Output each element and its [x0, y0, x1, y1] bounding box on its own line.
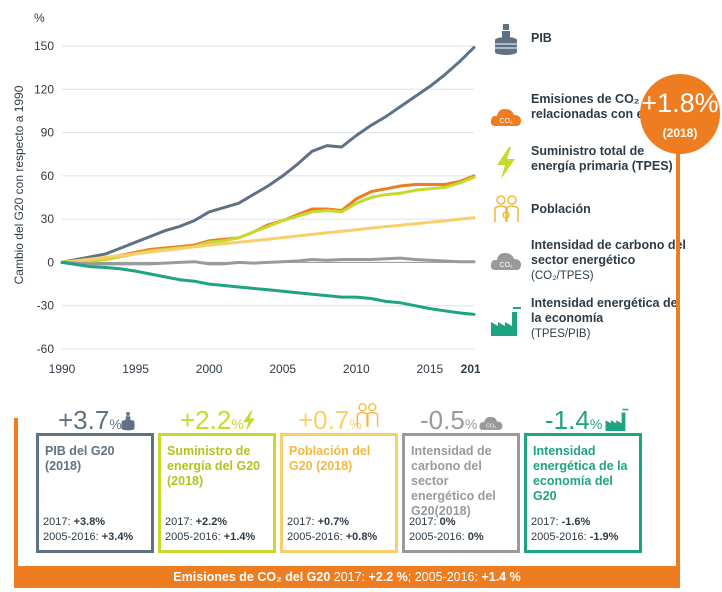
bottom-mid: ; 2005-2016:: [407, 570, 482, 584]
y-tick-label: 90: [41, 126, 55, 140]
box-title: Suministro de energía del G20 (2018): [167, 444, 261, 488]
bottom-v2: +1.4 %: [481, 570, 521, 584]
x-tick-label: 1990: [49, 362, 76, 376]
box-line-2005-2016: 2005-2016: 0%: [409, 531, 484, 543]
box-line-2017: 2017: +3.8%: [43, 516, 106, 528]
series-line: [60, 260, 476, 316]
box-line-2017: 2017: 0%: [409, 516, 456, 528]
co2-change-bubble: +1.8% (2018): [640, 74, 720, 154]
co2-cloud-icon: CO₂: [490, 253, 521, 270]
x-tick-label: 2005: [269, 362, 296, 376]
y-tick-label: -60: [37, 342, 55, 356]
summary-box: Intensidad energética de la economía del…: [524, 433, 642, 553]
y-tick-label: 60: [41, 169, 55, 183]
summary-box: Intensidad de carbono del sector energét…: [402, 433, 520, 553]
x-tick-label: 2015: [417, 362, 444, 376]
co2-icon-text: CO₂: [499, 262, 513, 269]
y-axis-label: Cambio del G20 con respecto a 1990: [12, 85, 26, 284]
x-tick-label: 2018: [461, 362, 480, 376]
y-tick-label: 0: [47, 255, 54, 269]
line-chart: -60 -30 0 30 60 90 120 150 1990 1995 2000 2005 2010…: [12, 11, 480, 376]
box-pct-carbono: -0.5%: [420, 405, 478, 435]
legend-label: Intensidad de carbono del sector energét…: [531, 238, 686, 267]
y-tick-label: 30: [41, 212, 55, 226]
y-tick-label: 150: [34, 39, 54, 53]
y-unit: %: [34, 11, 45, 25]
box-pct-intensidad: -1.4%: [545, 405, 603, 435]
bottom-label: Emisiones de CO₂ del G20: [173, 570, 331, 584]
box-line-2005-2016: 2005-2016: +1.4%: [165, 531, 256, 543]
legend-label: PIB: [531, 31, 552, 45]
series-line: [60, 216, 476, 264]
box-line-2017: 2017: -1.6%: [531, 516, 591, 528]
connector-line: [676, 152, 680, 572]
box-title: Intensidad de carbono del sector energét…: [411, 444, 496, 518]
series-line: [60, 256, 476, 266]
box-line-2017: 2017: +2.2%: [165, 516, 228, 528]
legend-label: Intensidad energética de la economía: [531, 296, 678, 325]
factory-icon: [605, 408, 629, 431]
box-title: Intensidad energética de la economía del…: [533, 444, 628, 503]
legend-label: Población: [531, 202, 591, 216]
box-pct-poblacion: +0.7%: [298, 405, 362, 435]
people-icon: [356, 403, 379, 427]
legend-sub: (CO₂/TPES): [531, 270, 594, 282]
co2-icon-text: CO₂: [499, 118, 513, 125]
box-title: PIB del G20 (2018): [45, 444, 115, 473]
box-line-2005-2016: 2005-2016: +0.8%: [287, 531, 378, 543]
bottom-summary-bar: Emisiones de CO₂ del G20 2017: +2.2 %; 2…: [14, 566, 680, 588]
box-line-2017: 2017: +0.7%: [287, 516, 350, 528]
lightning-icon: [497, 147, 515, 179]
coin-stack-person-icon: [121, 412, 135, 431]
series-line: [60, 45, 476, 264]
summary-box: Población del G20 (2018) 2017: +0.7% 2005-…: [280, 433, 398, 553]
legend-sub: (TPES/PIB): [531, 328, 591, 340]
coin-stack-person-icon: [495, 24, 517, 55]
box-pct-energia: +2.2%: [180, 405, 244, 435]
bubble-value: +1.8%: [641, 88, 719, 118]
y-tick-label: -30: [37, 299, 55, 313]
connector-line: [14, 418, 18, 572]
box-pct-pib: +3.7%: [58, 405, 122, 435]
co2-icon-text: CO₂: [486, 424, 496, 430]
summary-box: PIB del G20 (2018) 2017: +3.8% 2005-2016: …: [36, 433, 154, 553]
box-title: Población del G20 (2018): [289, 444, 371, 473]
box-line-2005-2016: 2005-2016: +3.4%: [43, 531, 134, 543]
x-tick-label: 2000: [196, 362, 223, 376]
box-line-2005-2016: 2005-2016: -1.9%: [531, 531, 619, 543]
series-line: [60, 175, 476, 264]
y-tick-label: 120: [34, 82, 54, 96]
bubble-year: (2018): [662, 126, 698, 140]
co2-cloud-icon: CO₂: [479, 416, 503, 430]
factory-icon: [491, 307, 521, 336]
people-icon: [494, 195, 519, 222]
x-tick-label: 1995: [122, 362, 149, 376]
summary-box: Suministro de energía del G20 (2018) 2017…: [158, 433, 276, 553]
legend-label: Suministro total de energía primaria (TP…: [531, 144, 673, 173]
co2-cloud-icon: CO₂: [490, 109, 521, 126]
bottom-rest: 2017:: [330, 570, 369, 584]
x-tick-label: 2010: [343, 362, 370, 376]
bottom-v1: +2.2 %: [368, 570, 408, 584]
lightning-icon: [243, 410, 255, 432]
